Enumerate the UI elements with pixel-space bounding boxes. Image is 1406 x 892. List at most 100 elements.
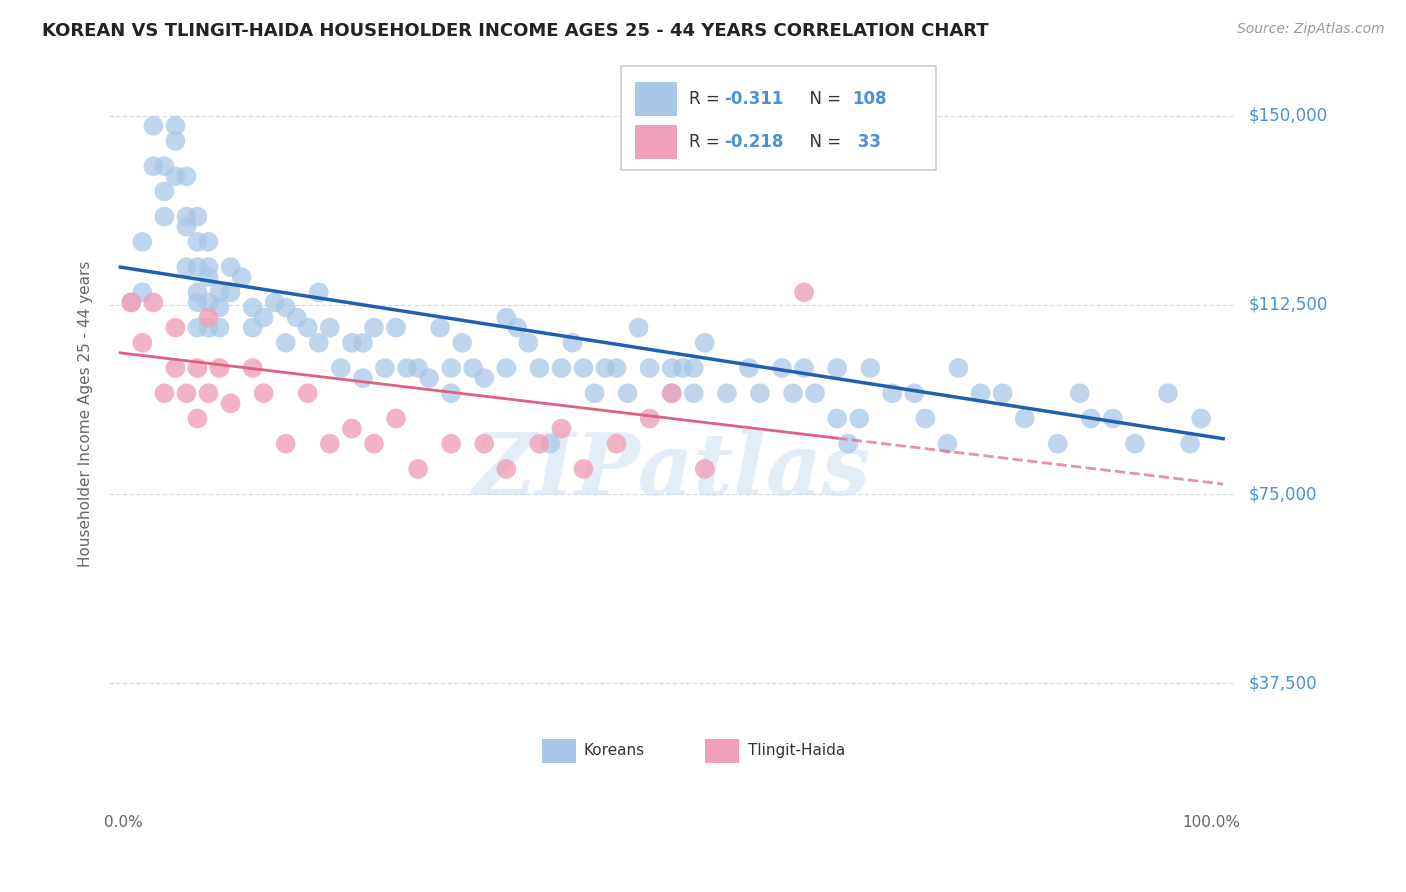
Point (661, 361, 683, 376)
Point (738, 361, 761, 376)
Point (165, 361, 187, 376)
FancyBboxPatch shape (543, 739, 576, 764)
Point (165, 134, 187, 148)
Point (319, 320, 342, 334)
Point (638, 361, 661, 376)
Point (208, 361, 231, 376)
Point (418, 371, 440, 385)
Point (329, 361, 352, 376)
Point (517, 335, 540, 350)
Point (385, 411, 408, 425)
Point (440, 436, 463, 450)
Point (242, 301, 264, 315)
Y-axis label: Householder Income Ages 25 - 44 years: Householder Income Ages 25 - 44 years (79, 260, 93, 566)
Point (406, 462, 429, 476)
Text: Source: ZipAtlas.com: Source: ZipAtlas.com (1237, 22, 1385, 37)
FancyBboxPatch shape (634, 125, 678, 159)
Point (142, 295, 165, 310)
Point (274, 301, 297, 315)
Point (242, 320, 264, 334)
Point (308, 285, 330, 300)
Text: Koreans: Koreans (583, 743, 645, 758)
Point (936, 436, 959, 450)
Point (231, 270, 253, 285)
Point (638, 411, 661, 425)
Point (848, 411, 870, 425)
Point (804, 386, 827, 401)
Point (176, 219, 198, 234)
Point (506, 320, 529, 334)
Point (374, 361, 396, 376)
Point (495, 361, 517, 376)
Point (176, 169, 198, 184)
Point (165, 169, 187, 184)
Point (165, 119, 187, 133)
Point (197, 295, 219, 310)
Point (472, 436, 495, 450)
Point (253, 386, 276, 401)
Point (186, 295, 208, 310)
Point (153, 386, 176, 401)
Point (165, 320, 187, 334)
Point (120, 295, 142, 310)
Point (529, 361, 551, 376)
Point (672, 361, 695, 376)
Point (208, 301, 231, 315)
Point (352, 371, 374, 385)
Text: $37,500: $37,500 (1249, 674, 1317, 692)
Point (529, 436, 551, 450)
Point (142, 159, 165, 173)
Point (572, 361, 595, 376)
Point (1046, 436, 1069, 450)
Point (903, 386, 925, 401)
Text: Tlingit-Haida: Tlingit-Haida (748, 743, 845, 758)
Point (693, 335, 716, 350)
Point (186, 210, 208, 224)
Point (363, 320, 385, 334)
Point (297, 320, 319, 334)
Text: 100.0%: 100.0% (1182, 814, 1240, 830)
Point (395, 361, 418, 376)
Point (550, 361, 572, 376)
Point (176, 210, 198, 224)
Text: N =: N = (799, 90, 846, 108)
Point (825, 361, 848, 376)
Text: ZIPatlas: ZIPatlas (472, 429, 870, 513)
Text: 33: 33 (852, 133, 880, 151)
Point (186, 411, 208, 425)
Point (285, 310, 308, 325)
Point (463, 361, 485, 376)
Point (197, 310, 219, 325)
Point (242, 361, 264, 376)
Point (1123, 436, 1146, 450)
Point (120, 295, 142, 310)
Point (914, 411, 936, 425)
Point (451, 335, 474, 350)
Point (882, 386, 904, 401)
Text: $75,000: $75,000 (1249, 485, 1317, 503)
Point (176, 386, 198, 401)
Point (969, 386, 991, 401)
Point (782, 386, 804, 401)
Point (319, 436, 342, 450)
Text: 108: 108 (852, 90, 886, 108)
Point (253, 310, 276, 325)
Point (429, 320, 451, 334)
FancyBboxPatch shape (706, 739, 740, 764)
Point (263, 295, 285, 310)
Text: N =: N = (799, 133, 846, 151)
Point (1189, 411, 1212, 425)
Point (297, 386, 319, 401)
Point (561, 335, 583, 350)
Point (406, 361, 429, 376)
Point (219, 285, 242, 300)
Point (440, 386, 463, 401)
Point (142, 119, 165, 133)
Text: $150,000: $150,000 (1249, 107, 1327, 125)
Point (1080, 411, 1102, 425)
Text: $112,500: $112,500 (1249, 296, 1329, 314)
Point (583, 386, 606, 401)
Point (948, 361, 970, 376)
Point (385, 320, 408, 334)
Point (197, 260, 219, 274)
